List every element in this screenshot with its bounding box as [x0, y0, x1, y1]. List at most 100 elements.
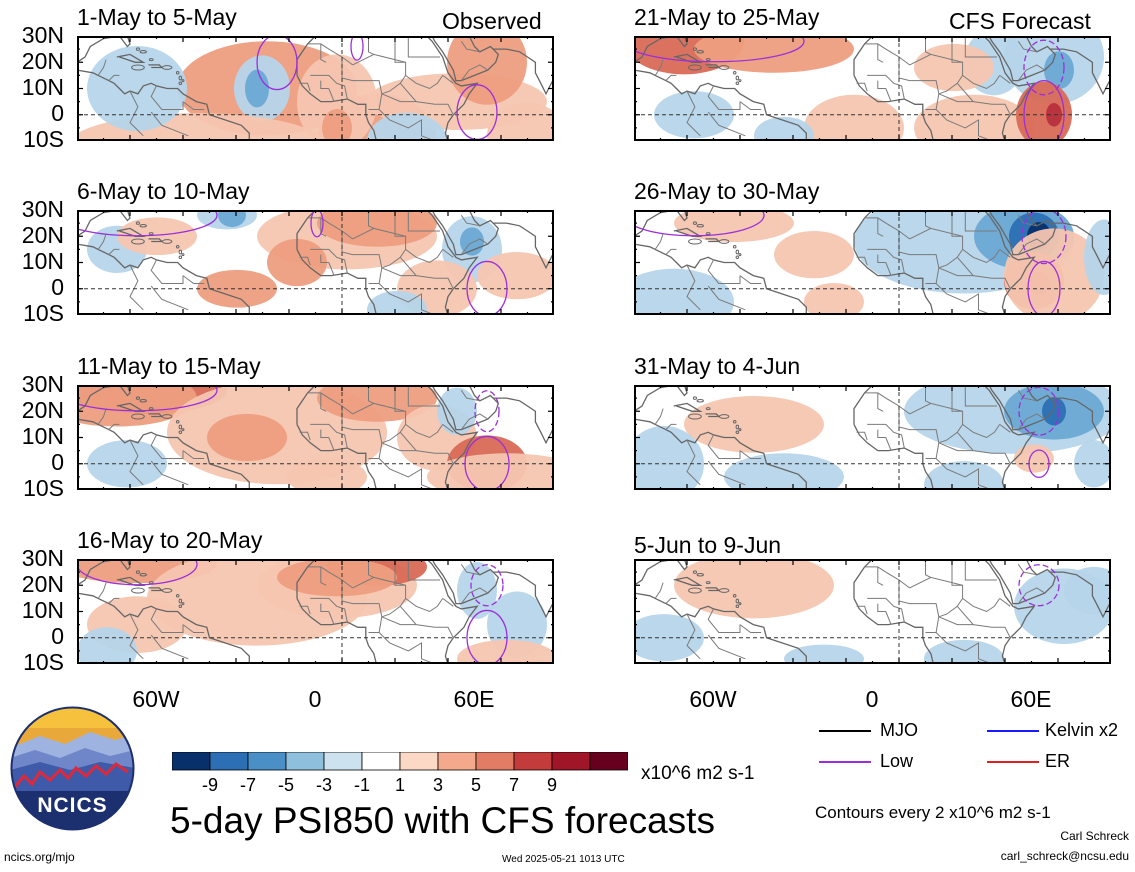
lat-label: 0 [51, 449, 64, 475]
island [175, 593, 180, 598]
country-border [962, 597, 1001, 613]
country-border [925, 210, 932, 229]
island [732, 244, 737, 249]
panel-title-2: 21-May to 25-May [634, 4, 820, 30]
island [738, 253, 742, 257]
anomaly-shading [694, 36, 854, 73]
country-border [320, 566, 327, 586]
island [178, 75, 183, 81]
island [696, 572, 704, 577]
low-contour [1023, 39, 1065, 96]
island [178, 598, 183, 604]
island [692, 47, 698, 51]
island [178, 424, 183, 430]
anomaly-shading [207, 413, 287, 462]
legend-label-low: Low [880, 751, 914, 771]
colorbar-swatch [247, 752, 287, 771]
coastline [77, 592, 250, 664]
island [139, 223, 147, 228]
country-border [1017, 390, 1037, 402]
island [131, 238, 145, 245]
panel-title-1: 1-May to 5-May [77, 4, 237, 30]
country-border [407, 210, 440, 232]
low-contour [466, 609, 508, 664]
lat-label: 20N [21, 48, 64, 74]
country-border [310, 597, 348, 623]
island [181, 428, 185, 432]
coastline [148, 413, 164, 418]
anomaly-shading [317, 385, 437, 422]
country-border [877, 217, 884, 237]
island [181, 253, 185, 257]
colorbar-tick-label: -3 [315, 775, 332, 795]
low-contour [474, 390, 500, 433]
coastline [925, 210, 1036, 315]
coastline [853, 75, 935, 141]
anomaly-shading [77, 385, 197, 427]
country-border [307, 217, 353, 240]
coastline [853, 36, 874, 76]
anomaly-shading [267, 238, 327, 287]
country-border [328, 262, 335, 276]
low-contour [1018, 386, 1060, 436]
country-border [885, 437, 892, 451]
anomaly-shading [457, 562, 497, 619]
country-border [665, 423, 677, 430]
country-border [864, 43, 910, 66]
legend-line-kelvin [987, 730, 1039, 732]
coastline [148, 238, 164, 243]
low-contour [1018, 564, 1060, 607]
coastline [988, 385, 1057, 431]
low-contour [77, 210, 218, 237]
country-border [381, 267, 417, 277]
lat-label: 0 [51, 623, 64, 649]
anomaly-shading [804, 94, 904, 141]
country-border [399, 431, 454, 465]
island [688, 587, 702, 594]
country-border [399, 605, 454, 639]
panel-title-7: 16-May to 20-May [77, 527, 263, 553]
country-border [951, 559, 963, 586]
country-border [108, 74, 120, 81]
country-border [442, 597, 454, 607]
country-border [460, 390, 480, 402]
country-border [407, 36, 440, 58]
country-border [399, 256, 454, 290]
country-border [320, 429, 329, 438]
anomaly-shading [774, 231, 854, 279]
country-border [999, 597, 1011, 607]
country-border [925, 385, 932, 404]
island [718, 588, 730, 593]
map-panel-5 [77, 385, 554, 490]
island [735, 604, 740, 609]
footer-url[interactable]: ncics.org/mjo [4, 850, 75, 864]
coastline [493, 48, 554, 96]
cfs-forecast-label: CFS Forecast [949, 8, 1091, 34]
country-border [964, 36, 997, 58]
colorbar-swatch [285, 752, 325, 771]
country-border [867, 248, 905, 274]
country-border [320, 603, 329, 612]
colorbar-swatch [551, 752, 591, 771]
coastline [705, 413, 721, 418]
island [148, 58, 154, 62]
country-border [150, 111, 189, 137]
ncics-logo: NCICS [10, 706, 135, 831]
anomaly-shading [1044, 51, 1074, 90]
country-border [935, 632, 992, 664]
colorbar-swatch [513, 752, 553, 771]
island [161, 414, 173, 419]
country-border [867, 74, 905, 100]
island [735, 255, 740, 260]
island [178, 255, 183, 260]
coastline [148, 64, 164, 69]
coastline [705, 587, 721, 592]
country-border [394, 559, 406, 586]
coastline [634, 418, 807, 490]
island [139, 398, 147, 403]
island [161, 65, 173, 70]
anomaly-shading [1016, 81, 1072, 141]
anomaly-shading [684, 396, 824, 453]
coastline [493, 397, 554, 445]
country-border [665, 597, 677, 604]
